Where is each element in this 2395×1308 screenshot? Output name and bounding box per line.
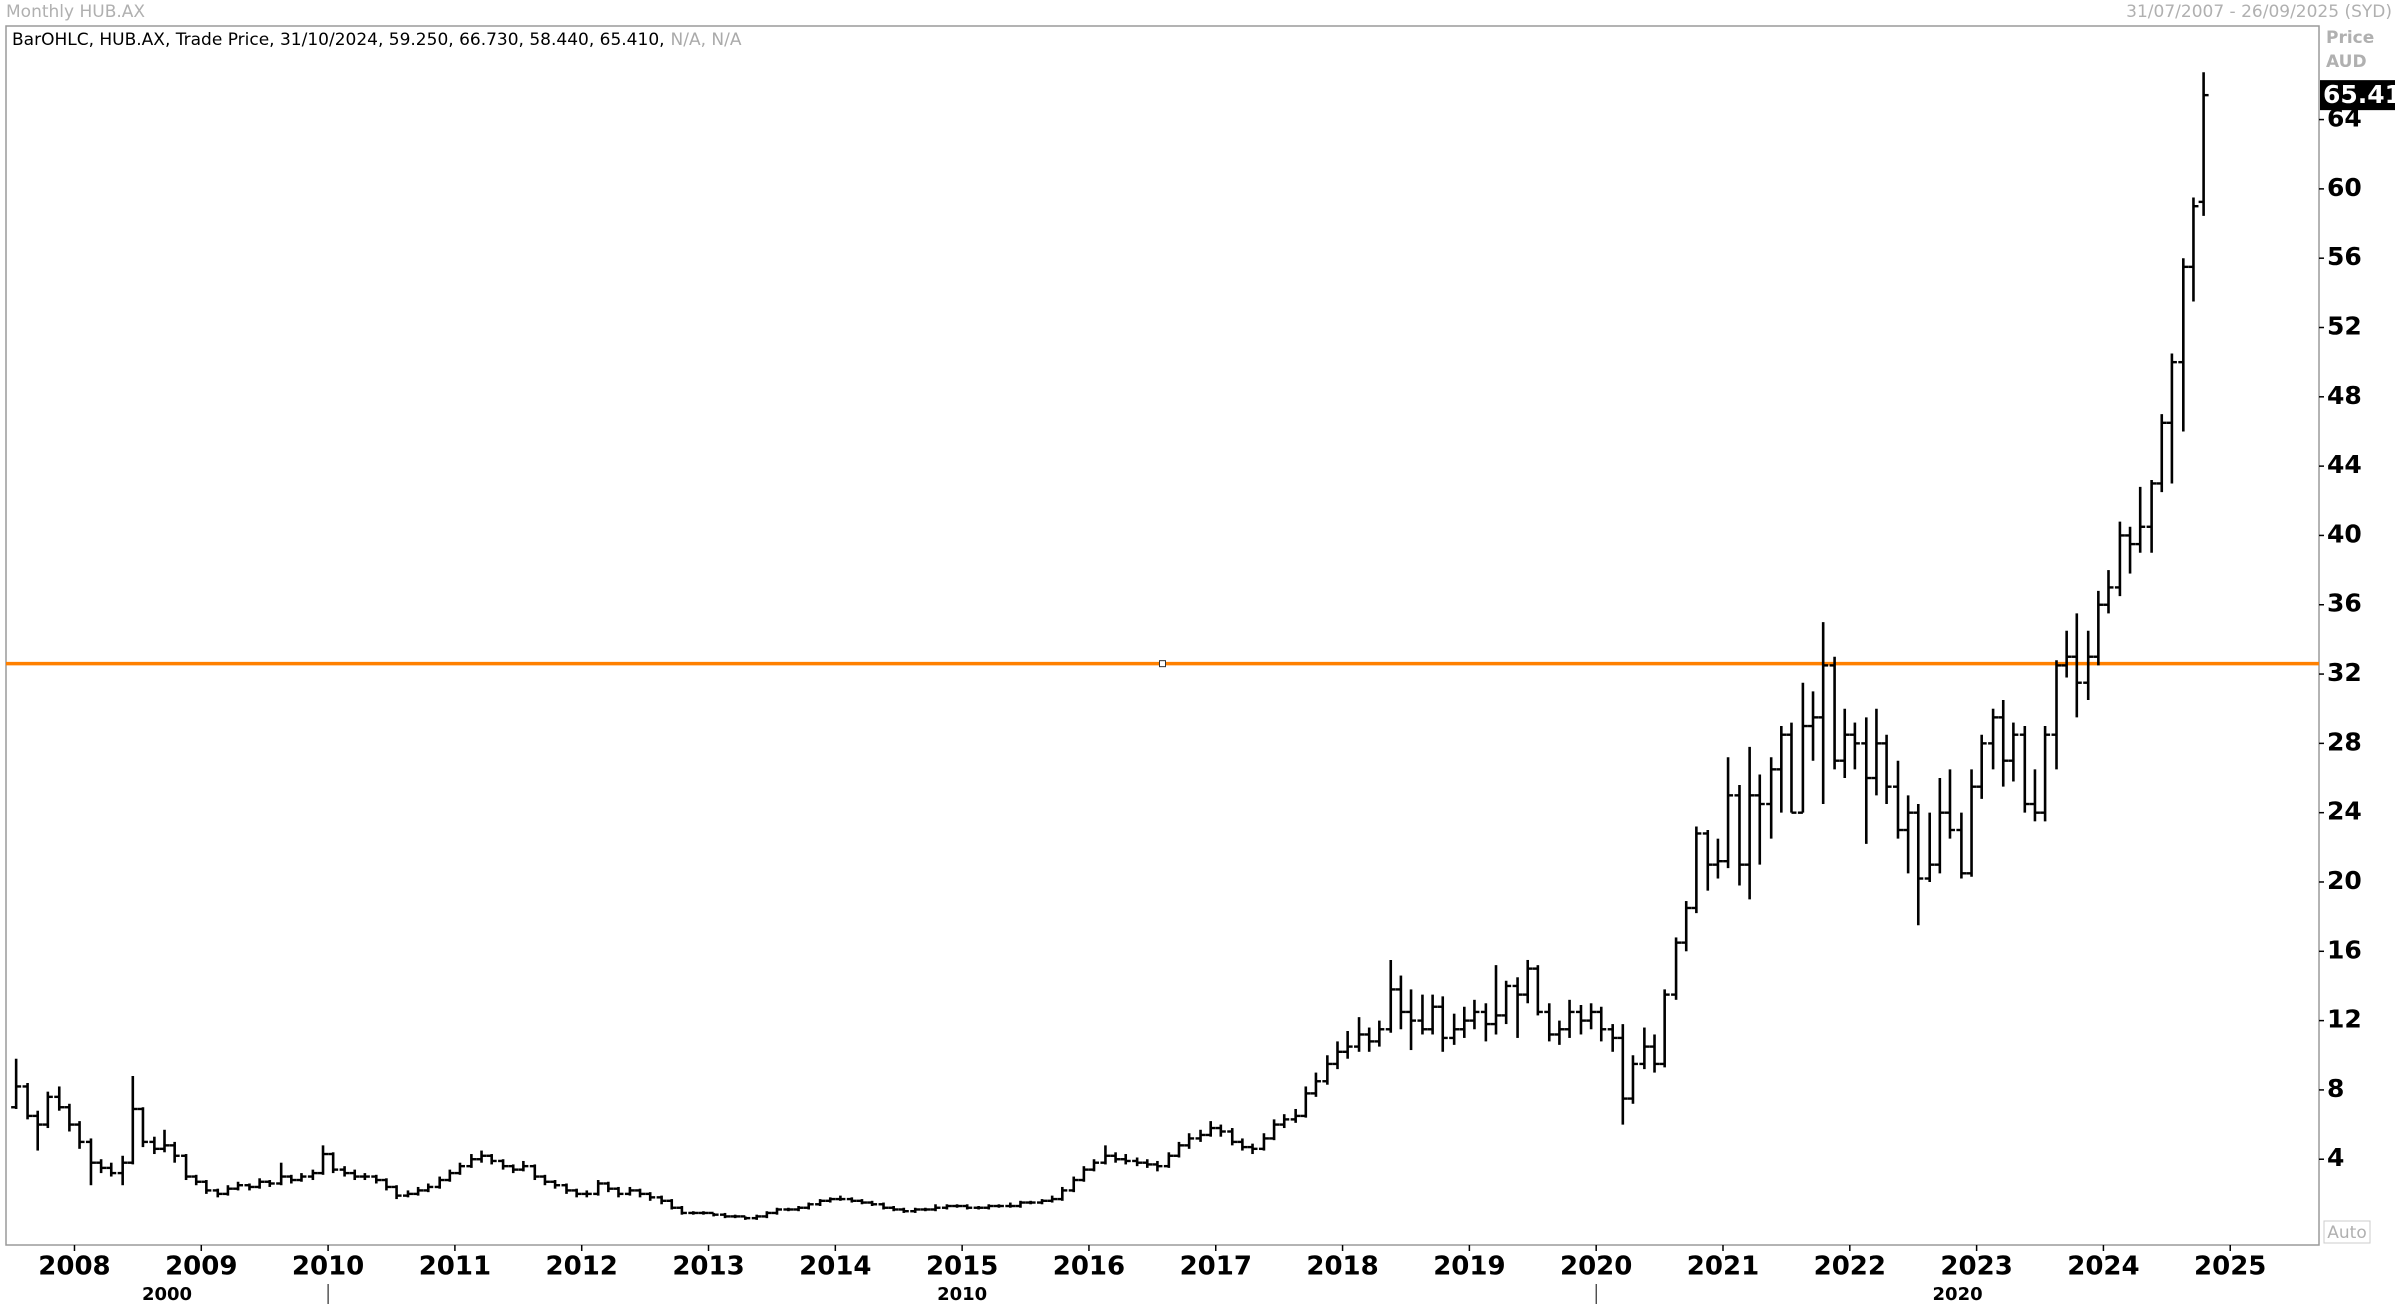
decade-label: 2000 bbox=[142, 1284, 192, 1304]
x-tick-label: 2017 bbox=[1180, 1252, 1252, 1282]
x-tick-label: 2012 bbox=[546, 1252, 618, 1282]
decade-label: 2020 bbox=[1933, 1284, 1983, 1304]
y-tick-label: 40 bbox=[2327, 519, 2362, 548]
y-tick-label: 56 bbox=[2327, 242, 2362, 271]
decade-label: 2010 bbox=[937, 1284, 987, 1304]
x-tick-label: 2021 bbox=[1687, 1252, 1759, 1282]
x-tick-label: 2009 bbox=[165, 1252, 237, 1282]
scale-mode[interactable]: Auto bbox=[2327, 1223, 2366, 1243]
x-tick-label: 2020 bbox=[1560, 1252, 1632, 1282]
x-tick-label: 2019 bbox=[1433, 1252, 1505, 1282]
last-value-label: 65.41 bbox=[2323, 80, 2395, 109]
x-tick-label: 2011 bbox=[419, 1252, 491, 1282]
line-handle bbox=[1159, 660, 1166, 668]
x-tick-label: 2024 bbox=[2067, 1252, 2139, 1282]
y-tick-label: 60 bbox=[2327, 173, 2362, 202]
y-tick-label: 16 bbox=[2327, 935, 2362, 964]
x-tick-label: 2014 bbox=[799, 1252, 871, 1282]
y-tick-label: 12 bbox=[2327, 1005, 2362, 1034]
y-tick-label: 28 bbox=[2327, 727, 2362, 756]
y-tick-label: 24 bbox=[2327, 797, 2362, 826]
y-tick-label: 48 bbox=[2327, 381, 2362, 410]
x-tick-label: 2018 bbox=[1306, 1252, 1378, 1282]
x-tick-label: 2016 bbox=[1053, 1252, 1125, 1282]
x-tick-label: 2013 bbox=[672, 1252, 744, 1282]
x-tick-label: 2022 bbox=[1814, 1252, 1886, 1282]
currency-label: AUD bbox=[2326, 52, 2367, 72]
x-tick-label: 2025 bbox=[2194, 1252, 2266, 1282]
x-tick-label: 2008 bbox=[38, 1252, 110, 1282]
legend-text: BarOHLC, HUB.AX, Trade Price, 31/10/2024… bbox=[12, 30, 665, 50]
legend-na: N/A, N/A bbox=[671, 30, 742, 50]
x-tick-label: 2015 bbox=[926, 1252, 998, 1282]
chart-title: Monthly HUB.AX bbox=[6, 2, 145, 22]
plot-frame bbox=[5, 25, 2320, 1246]
last-value-box bbox=[2320, 80, 2395, 111]
y-tick-label: 44 bbox=[2327, 450, 2362, 479]
y-tick-label: 20 bbox=[2327, 866, 2362, 895]
x-tick-label: 2023 bbox=[1940, 1252, 2012, 1282]
scale-mode-box[interactable] bbox=[2323, 1220, 2371, 1244]
y-tick-label: 8 bbox=[2327, 1074, 2344, 1103]
x-tick-label: 2010 bbox=[292, 1252, 364, 1282]
y-tick-label: 32 bbox=[2327, 658, 2362, 687]
y-tick-label: 52 bbox=[2327, 312, 2362, 341]
y-tick-label: 4 bbox=[2327, 1143, 2344, 1172]
axis-label: Price bbox=[2326, 28, 2374, 48]
date-range: 31/07/2007 - 26/09/2025 (SYD) bbox=[2126, 2, 2392, 22]
y-tick-label: 36 bbox=[2327, 589, 2362, 618]
